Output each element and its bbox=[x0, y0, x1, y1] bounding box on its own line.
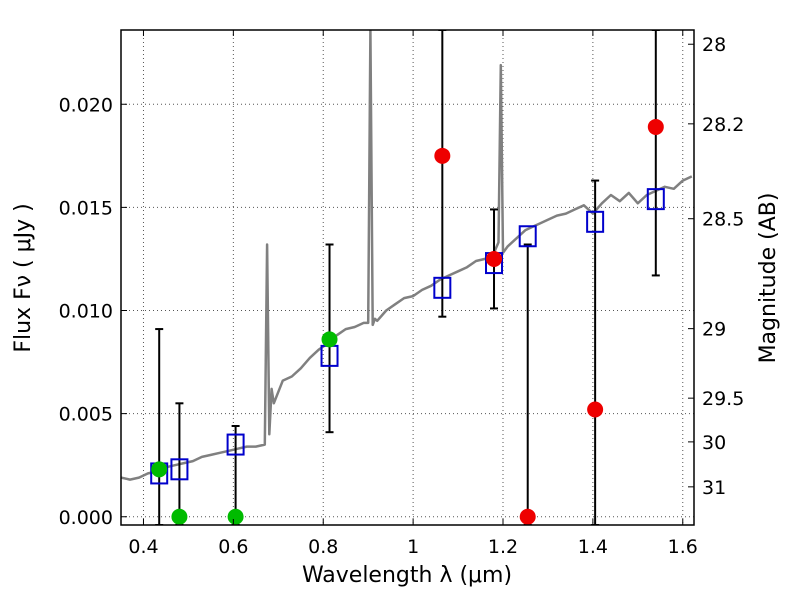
nondetection-point bbox=[519, 508, 536, 525]
y-tick-label: 0.015 bbox=[59, 197, 113, 219]
right-tick-label: 31 bbox=[702, 477, 726, 499]
detection-point bbox=[321, 331, 338, 348]
detection-point bbox=[151, 461, 168, 478]
nondetection-point bbox=[647, 118, 664, 135]
y-tick-label: 0.020 bbox=[59, 94, 113, 116]
plot-area bbox=[121, 30, 694, 525]
model-point bbox=[170, 458, 189, 481]
x-tick-label: 1.6 bbox=[668, 536, 698, 558]
y-axis-label: Flux Fν ( μJy ) bbox=[11, 203, 36, 352]
grid bbox=[121, 30, 694, 525]
detection-point bbox=[227, 508, 244, 525]
data-marks bbox=[121, 30, 693, 525]
x-tick-label: 1.4 bbox=[578, 536, 608, 558]
detection-point bbox=[171, 508, 188, 525]
right-tick-label: 28.2 bbox=[702, 114, 744, 136]
nondetection-point bbox=[434, 147, 451, 164]
plot-frame bbox=[120, 29, 695, 526]
model-point bbox=[586, 210, 605, 233]
model-point bbox=[518, 225, 537, 248]
x-axis-label: Wavelength λ (μm) bbox=[302, 563, 512, 588]
x-tick-label: 0.8 bbox=[308, 536, 338, 558]
x-tick-label: 1 bbox=[407, 536, 419, 558]
y-tick-label: 0.000 bbox=[59, 507, 113, 529]
nondetection-point bbox=[486, 250, 503, 267]
right-tick-label: 28.5 bbox=[702, 209, 744, 231]
model-point bbox=[433, 276, 452, 299]
x-tick-label: 0.6 bbox=[218, 536, 248, 558]
right-tick-label: 30 bbox=[702, 432, 726, 454]
right-axis-label: Magnitude (AB) bbox=[756, 193, 781, 364]
nondetection-point bbox=[587, 401, 604, 418]
right-tick-label: 28 bbox=[702, 34, 726, 56]
model-point bbox=[226, 433, 245, 456]
ticks: 0.4 0.6 0.8 1 1.2 1.4 1.6 0.000 0.005 0.010 0.015 0… bbox=[59, 30, 744, 558]
right-tick-label: 29.5 bbox=[702, 388, 744, 410]
y-tick-label: 0.005 bbox=[59, 404, 113, 426]
model-point bbox=[646, 188, 665, 211]
right-tick-label: 29 bbox=[702, 319, 726, 341]
x-tick-label: 0.4 bbox=[128, 536, 158, 558]
y-tick-label: 0.010 bbox=[59, 301, 113, 323]
x-tick-label: 1.2 bbox=[488, 536, 518, 558]
